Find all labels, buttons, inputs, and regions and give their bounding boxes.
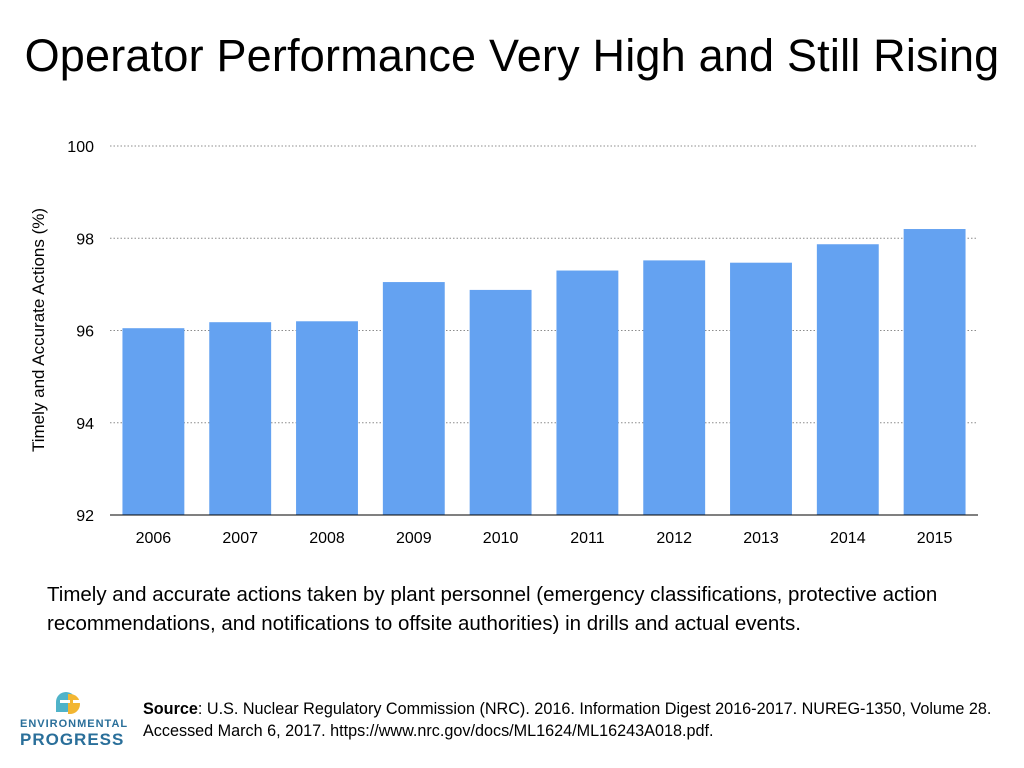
y-tick-label: 94	[76, 416, 94, 433]
source-citation: Source: U.S. Nuclear Regulatory Commissi…	[143, 698, 1003, 742]
logo-word-progress: PROGRESS	[20, 730, 125, 749]
source-text: : U.S. Nuclear Regulatory Commission (NR…	[143, 700, 992, 740]
y-tick-label: 98	[76, 231, 94, 248]
source-label: Source	[143, 700, 198, 718]
x-tick-label: 2006	[136, 530, 172, 547]
x-tick-label: 2009	[396, 530, 432, 547]
bar	[296, 321, 358, 515]
y-axis-label: Timely and Accurate Actions (%)	[29, 208, 48, 452]
bar	[556, 270, 619, 515]
y-tick-label: 92	[76, 508, 94, 525]
chart-description: Timely and accurate actions taken by pla…	[47, 583, 938, 635]
bar	[122, 328, 185, 515]
bar	[903, 229, 966, 515]
bar	[382, 282, 445, 515]
x-tick-label: 2010	[483, 530, 519, 547]
bar	[816, 244, 879, 515]
bar	[730, 262, 792, 515]
chart-title: Operator Performance Very High and Still…	[24, 30, 1000, 81]
logo-word-environmental: ENVIRONMENTAL	[20, 718, 129, 730]
x-tick-label: 2008	[309, 530, 345, 547]
environmental-progress-logo: ENVIRONMENTAL PROGRESS	[20, 688, 129, 758]
x-tick-label: 2014	[830, 530, 866, 547]
bar	[469, 289, 532, 515]
x-tick-label: 2015	[917, 530, 953, 547]
x-tick-label: 2011	[570, 530, 605, 547]
bar	[643, 260, 706, 515]
bar	[209, 322, 272, 515]
y-tick-label: 96	[76, 324, 94, 341]
x-tick-label: 2012	[656, 530, 692, 547]
ep-logo-icon	[56, 692, 81, 714]
x-tick-label: 2007	[222, 530, 258, 547]
y-tick-label: 100	[67, 139, 94, 156]
x-tick-label: 2013	[743, 530, 779, 547]
